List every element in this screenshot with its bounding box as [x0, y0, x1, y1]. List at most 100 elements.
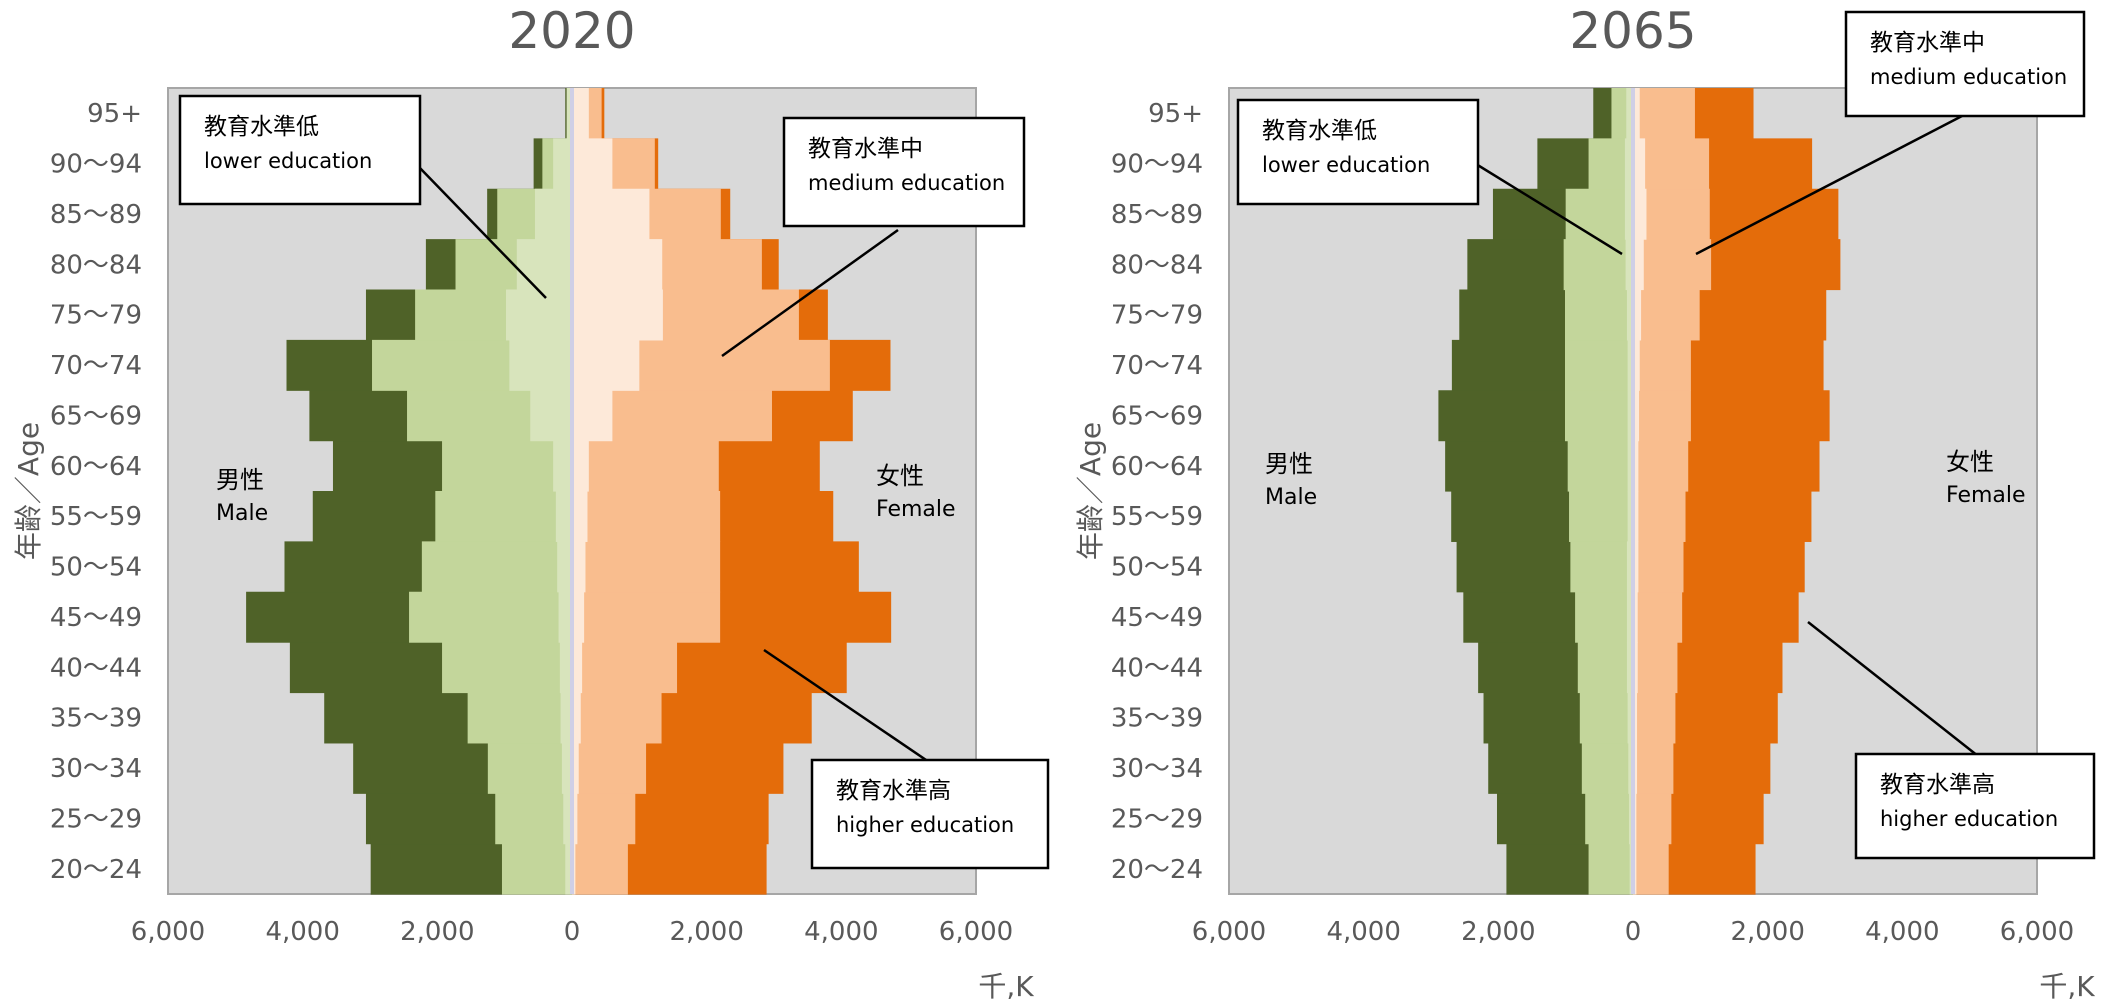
y-tick-label: 80〜84 — [1111, 250, 1203, 280]
bar-female-medium-35〜39 — [1633, 692, 1676, 744]
bar-female-lower-85〜89 — [572, 188, 650, 240]
bar-male-lower-80〜84 — [1625, 239, 1633, 291]
bar-male-lower-45〜49 — [558, 591, 572, 643]
bar-female-lower-50〜54 — [1633, 541, 1639, 593]
bar-female-medium-30〜34 — [572, 742, 647, 794]
bar-male-medium-20〜24 — [501, 843, 572, 895]
x-tick-label: 6,000 — [939, 917, 1013, 947]
bar-female-lower-85〜89 — [1633, 188, 1647, 240]
callout-line-lower — [1475, 162, 1623, 256]
bar-male-medium-30〜34 — [1581, 742, 1633, 794]
bar-male-medium-55〜59 — [1569, 491, 1633, 542]
y-tick-label: 20〜24 — [50, 855, 142, 885]
bar-male-lower-70〜74 — [509, 339, 572, 391]
bar-male-lower-65〜69 — [1627, 390, 1633, 442]
y-tick-label: 60〜64 — [1111, 452, 1203, 482]
callout-label-ja-lower: 教育水準低 — [204, 114, 319, 140]
y-tick-label: 65〜69 — [50, 401, 142, 431]
bar-male-lower-50〜54 — [557, 541, 572, 593]
bar-female-medium-80〜84 — [1633, 239, 1712, 291]
callout-box-medium — [782, 116, 1026, 228]
y-tick-label: 70〜74 — [1111, 351, 1203, 381]
bar-female-lower-25〜29 — [572, 793, 578, 845]
y-tick-label: 45〜49 — [50, 603, 142, 633]
female-label-en: Female — [876, 497, 956, 522]
bar-female-medium-20〜24 — [572, 843, 628, 895]
bar-female-lower-60〜64 — [1633, 440, 1639, 492]
bar-male-medium-25〜29 — [1585, 793, 1633, 845]
y-tick-label: 40〜44 — [50, 653, 142, 683]
bar-female-lower-90〜94 — [572, 138, 613, 190]
bar-female-lower-55〜59 — [572, 491, 588, 542]
y-tick-label: 40〜44 — [1111, 653, 1203, 683]
y-tick-label: 55〜59 — [1111, 502, 1203, 532]
bar-male-lower-25〜29 — [1628, 793, 1633, 845]
x-tick-label: 2,000 — [669, 917, 743, 947]
bar-male-medium-65〜69 — [1564, 390, 1633, 442]
bar-male-medium-40〜44 — [1577, 642, 1633, 694]
callout-label-en-medium: medium education — [808, 171, 1005, 195]
male-label-ja: 男性 — [216, 466, 264, 494]
bar-male-lower-35〜39 — [1627, 692, 1633, 744]
bar-male-lower-70〜74 — [1627, 339, 1633, 391]
bar-male-medium-50〜54 — [421, 541, 572, 593]
bar-female-medium-45〜49 — [1633, 591, 1683, 643]
y-tick-label: 90〜94 — [50, 150, 142, 180]
bar-female-lower-50〜54 — [572, 541, 586, 593]
bar-female-lower-60〜64 — [572, 440, 589, 492]
bar-female-medium-70〜74 — [1633, 339, 1691, 391]
bar-male-medium-85〜89 — [1565, 188, 1633, 240]
bar-female-medium-35〜39 — [572, 692, 662, 744]
y-tick-label: 70〜74 — [50, 351, 142, 381]
bar-female-medium-25〜29 — [1633, 793, 1672, 845]
bar-male-lower-95+ — [1626, 88, 1633, 139]
y-tick-label: 75〜79 — [1111, 301, 1203, 331]
female-label-ja: 女性 — [876, 462, 924, 490]
bar-male-lower-85〜89 — [1624, 188, 1633, 240]
y-axis-label: 年齢／Age — [12, 422, 45, 560]
y-tick-label: 20〜24 — [1111, 855, 1203, 885]
bar-female-lower-75〜79 — [572, 289, 663, 341]
bar-female-medium-60〜64 — [1633, 440, 1689, 492]
bar-female-medium-95+ — [1633, 88, 1695, 139]
callout-label-ja-higher: 教育水準高 — [836, 778, 951, 804]
bar-female-lower-55〜59 — [1633, 491, 1639, 542]
bar-female-lower-80〜84 — [1633, 239, 1644, 291]
y-tick-label: 25〜29 — [1111, 804, 1203, 834]
bar-female-lower-95+ — [572, 88, 589, 139]
bar-male-lower-25〜29 — [563, 793, 572, 845]
male-label-ja: 男性 — [1265, 450, 1313, 478]
bar-male-lower-75〜79 — [1626, 289, 1633, 341]
y-tick-label: 75〜79 — [50, 301, 142, 331]
callout-line-higher — [1807, 621, 1979, 757]
y-tick-label: 50〜54 — [50, 553, 142, 583]
bar-male-lower-60〜64 — [553, 440, 572, 492]
callout-label-ja-medium: 教育水準中 — [1870, 30, 1985, 56]
y-tick-label: 95+ — [87, 99, 142, 129]
bar-male-lower-65〜69 — [530, 390, 572, 442]
bar-male-lower-45〜49 — [1626, 591, 1633, 643]
y-tick-label: 85〜89 — [50, 200, 142, 230]
x-axis-unit-label: 千,K — [2039, 970, 2095, 1002]
x-tick-label: 2,000 — [400, 917, 474, 947]
bar-female-medium-45〜49 — [572, 591, 721, 643]
bar-female-lower-30〜34 — [1633, 742, 1638, 794]
callout-line-medium — [721, 228, 899, 358]
bar-male-medium-35〜39 — [1579, 692, 1633, 744]
bar-male-medium-35〜39 — [467, 692, 572, 744]
bar-male-medium-80〜84 — [1563, 239, 1633, 291]
callout-label-en-lower: lower education — [204, 149, 372, 173]
y-tick-label: 60〜64 — [50, 452, 142, 482]
callout-box-medium — [1844, 10, 2086, 118]
x-tick-label: 4,000 — [1865, 917, 1939, 947]
y-tick-label: 90〜94 — [1111, 150, 1203, 180]
y-tick-label: 55〜59 — [50, 502, 142, 532]
bar-female-medium-25〜29 — [572, 793, 636, 845]
male-label-en: Male — [216, 501, 268, 526]
bar-female-lower-95+ — [1633, 88, 1640, 139]
bar-male-medium-40〜44 — [442, 642, 572, 694]
bar-male-lower-55〜59 — [555, 491, 572, 542]
x-tick-label: 4,000 — [804, 917, 878, 947]
bar-male-medium-30〜34 — [487, 742, 572, 794]
